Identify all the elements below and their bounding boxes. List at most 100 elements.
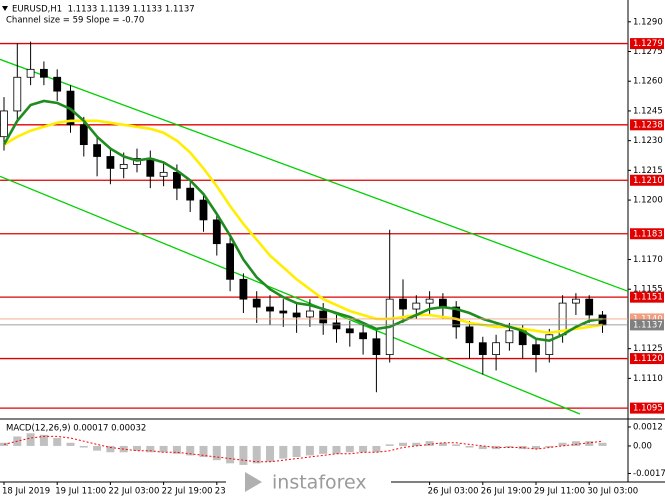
x-tick-label: 22 Jul 03:00 — [108, 487, 159, 497]
candle-body — [319, 310, 328, 324]
level-label-box — [630, 353, 664, 365]
macd-bar — [212, 445, 221, 461]
candle-body — [332, 322, 341, 330]
macd-bar — [319, 445, 328, 454]
watermark: instaforex — [272, 472, 367, 494]
macd-bar — [505, 445, 514, 448]
x-tick-label: 29 Jul 11:00 — [534, 487, 585, 497]
macd-bar — [279, 445, 288, 459]
macd-bar — [53, 438, 62, 446]
candle-body — [172, 171, 181, 189]
macd-bar — [438, 442, 447, 446]
macd-bar — [385, 444, 394, 446]
candle-body — [106, 156, 115, 169]
level-label-box — [630, 228, 664, 240]
x-tick-label: 30 Jul 03:00 — [587, 487, 638, 497]
y-tick-label: 0.00 — [633, 441, 652, 451]
candle-body — [372, 338, 381, 356]
x-tick-label: 22 Jul 19:00 — [162, 487, 213, 497]
candle-body — [119, 164, 128, 169]
macd-bar — [359, 445, 368, 453]
candle-body — [399, 298, 407, 310]
y-tick-label: 1.1290 — [633, 17, 663, 27]
candle-body — [478, 342, 487, 356]
macd-bar — [372, 445, 381, 453]
candle-body — [212, 219, 221, 245]
price-label-box — [630, 319, 664, 331]
macd-bar — [425, 441, 434, 446]
macd-bar — [252, 445, 261, 464]
candle-body — [13, 76, 22, 112]
macd-bar — [332, 445, 341, 454]
candle-body — [279, 310, 288, 314]
candle-body — [585, 298, 594, 316]
macd-bar — [66, 442, 75, 446]
x-tick-label: 26 Jul 03:00 — [428, 487, 479, 497]
macd-bar — [199, 445, 208, 458]
candle-body — [572, 298, 580, 304]
macd-bar — [412, 442, 421, 446]
macd-bar — [39, 434, 48, 446]
macd-title: MACD(12,26,9) 0.00017 0.00032 — [6, 424, 146, 434]
candle-body — [26, 68, 35, 78]
price-label: 1.1137 — [633, 320, 663, 330]
macd-bar — [172, 445, 181, 454]
level-label: 1.1095 — [633, 404, 663, 414]
macd-bar — [159, 445, 168, 453]
chart-subtitle: Channel size = 59 Slope = -0.70 — [6, 16, 144, 26]
x-tick-label: 19 Jul 11:00 — [55, 487, 106, 497]
candle-body — [186, 187, 195, 201]
level-label: 1.1210 — [633, 176, 663, 186]
macd-bar — [465, 445, 474, 448]
y-tick-label: 1.1230 — [633, 136, 663, 146]
candle-body — [465, 326, 474, 344]
candle-body — [505, 330, 514, 344]
macd-bar — [518, 445, 527, 450]
candle-body — [40, 68, 48, 78]
y-tick-label: 1.1275 — [633, 47, 663, 57]
macd-bar — [598, 442, 607, 446]
candle-body — [199, 199, 208, 221]
candle-body — [492, 342, 501, 356]
macd-bar — [571, 441, 580, 446]
macd-bar — [226, 445, 235, 464]
macd-bar — [452, 444, 461, 446]
candle-body — [53, 76, 62, 92]
x-tick-label: 18 Jul 2019 — [2, 487, 50, 497]
y-tick-label: 0.0012 — [633, 422, 663, 432]
candle-body — [545, 334, 554, 356]
level-label: 1.1120 — [633, 354, 663, 364]
candle-body — [159, 171, 168, 177]
level-label-box — [630, 174, 664, 186]
candle-body — [226, 243, 235, 280]
candle-body — [0, 110, 8, 138]
y-tick-label: 1.1260 — [633, 77, 663, 87]
macd-bar — [585, 441, 594, 446]
macd-bar — [133, 445, 141, 451]
y-tick-label: 1.1110 — [633, 374, 663, 384]
x-tick-label: 26 Jul 19:00 — [481, 487, 532, 497]
macd-signal — [3, 435, 603, 463]
candle-body — [239, 278, 248, 300]
level-label-box — [630, 291, 664, 303]
candle-body — [79, 124, 88, 146]
chart-title: EURUSD,H1 1.1133 1.1139 1.1133 1.1137 — [12, 5, 195, 15]
macd-bar — [186, 445, 195, 456]
price-label-box — [630, 313, 664, 325]
y-tick-label: -0.00174 — [633, 469, 665, 479]
candle-body — [425, 298, 434, 304]
watermark-icon — [245, 472, 262, 492]
level-label: 1.1279 — [633, 39, 663, 49]
y-tick-label: 1.1245 — [633, 106, 663, 116]
level-label-box — [630, 119, 664, 131]
macd-bar — [146, 445, 155, 453]
candle-body — [532, 344, 540, 356]
macd-bar — [399, 442, 407, 446]
macd-bar — [545, 445, 554, 448]
candle-body — [146, 158, 155, 177]
y-tick-label: 1.1170 — [633, 255, 663, 265]
macd-bar — [26, 433, 35, 446]
macd-bar — [558, 442, 567, 446]
